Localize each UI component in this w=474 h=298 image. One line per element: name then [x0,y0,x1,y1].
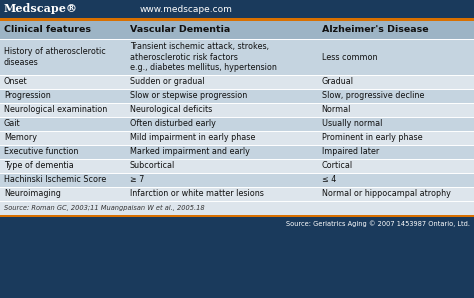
Text: Infarction or white matter lesions: Infarction or white matter lesions [129,190,264,198]
Bar [0,231,474,298]
Bar [0,39,474,75]
Text: Sudden or gradual: Sudden or gradual [129,77,204,86]
Bar [0,217,474,231]
Text: Medscape®: Medscape® [4,4,78,15]
Text: Source: Geriatrics Aging © 2007 1453987 Ontario, Ltd.: Source: Geriatrics Aging © 2007 1453987 … [286,221,470,227]
Bar [0,117,474,131]
Bar [0,103,474,117]
Text: Often disturbed early: Often disturbed early [129,119,216,128]
Text: ≥ 7: ≥ 7 [129,176,144,184]
Text: Source: Roman GC, 2003;11 Muangpaisan W et al., 2005.18: Source: Roman GC, 2003;11 Muangpaisan W … [4,205,205,211]
Text: Hachinski Ischemic Score: Hachinski Ischemic Score [4,176,106,184]
Bar [0,215,474,217]
Text: Usually normal: Usually normal [321,119,382,128]
Text: Neurological examination: Neurological examination [4,105,107,114]
Bar [0,18,474,21]
Bar [0,89,474,103]
Text: Normal: Normal [321,105,351,114]
Text: Transient ischemic attack, strokes,
atherosclerotic risk factors
e.g., diabetes : Transient ischemic attack, strokes, athe… [129,42,276,72]
Text: Slow or stepwise progression: Slow or stepwise progression [129,91,247,100]
Bar [0,145,474,159]
Text: Gait: Gait [4,119,21,128]
Text: www.medscape.com: www.medscape.com [140,4,233,13]
Bar [0,21,474,39]
Text: Neuroimaging: Neuroimaging [4,190,61,198]
Bar [0,187,474,201]
Bar [0,75,474,89]
Text: Gradual: Gradual [321,77,354,86]
Text: Slow, progressive decline: Slow, progressive decline [321,91,424,100]
Text: Prominent in early phase: Prominent in early phase [321,134,422,142]
Text: History of atherosclerotic
diseases: History of atherosclerotic diseases [4,47,106,67]
Text: Normal or hippocampal atrophy: Normal or hippocampal atrophy [321,190,450,198]
Text: Progression: Progression [4,91,51,100]
Text: Executive function: Executive function [4,148,78,156]
Text: Cortical: Cortical [321,162,353,170]
Text: Type of dementia: Type of dementia [4,162,74,170]
Text: Neurological deficits: Neurological deficits [129,105,212,114]
Text: Marked impairment and early: Marked impairment and early [129,148,249,156]
Text: Clinical features: Clinical features [4,26,91,35]
Text: Vascular Dementia: Vascular Dementia [129,26,230,35]
Text: Subcortical: Subcortical [129,162,175,170]
Text: Onset: Onset [4,77,27,86]
Text: Mild impairment in early phase: Mild impairment in early phase [129,134,255,142]
Bar [0,201,474,215]
Bar [0,131,474,145]
Text: ≤ 4: ≤ 4 [321,176,336,184]
Text: Memory: Memory [4,134,37,142]
Bar [0,159,474,173]
Bar [0,173,474,187]
Text: Less common: Less common [321,52,377,61]
Text: Impaired later: Impaired later [321,148,379,156]
Bar [0,0,474,18]
Text: Alzheimer's Disease: Alzheimer's Disease [321,26,428,35]
